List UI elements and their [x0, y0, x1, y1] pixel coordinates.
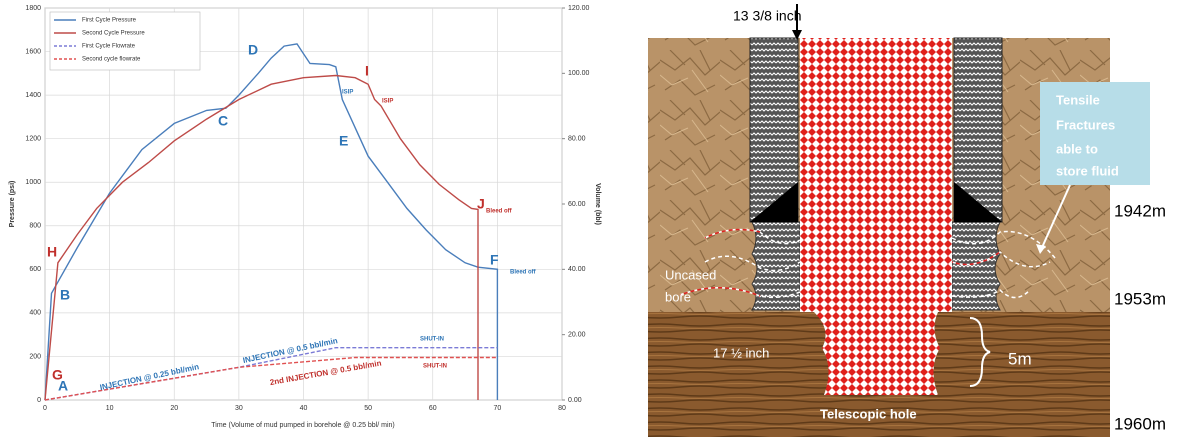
- legend-label: First Cycle Pressure: [82, 18, 137, 24]
- page: Time (Volume of mud pumped in borehole @…: [0, 0, 1184, 437]
- legend-label: Second cycle flowrate: [82, 57, 141, 63]
- x-tick-label: 0: [43, 405, 47, 412]
- y-tick-label: 1800: [25, 5, 41, 12]
- depth-label: 1942m: [1114, 201, 1166, 220]
- annotation: SHUT-IN: [423, 364, 447, 370]
- depth-label: 1953m: [1114, 289, 1166, 308]
- x-tick-label: 20: [170, 405, 178, 412]
- length-label: 5m: [1008, 349, 1032, 368]
- annotation: C: [218, 113, 228, 129]
- x-tick-label: 40: [300, 405, 308, 412]
- annotation: G: [52, 367, 63, 383]
- annotation: E: [339, 133, 348, 149]
- y-tick-label: 1400: [25, 92, 41, 99]
- callout-line: able to: [1056, 141, 1098, 156]
- hole-size: 17 ½ inch: [713, 345, 769, 360]
- annotation: SHUT-IN: [420, 337, 444, 343]
- annotation: ISIP: [382, 99, 393, 105]
- depth-label: 1960m: [1114, 414, 1166, 433]
- casing-size: 13 3/8 inch: [733, 8, 802, 24]
- y2-tick-label: 20.00: [568, 332, 586, 339]
- y-tick-label: 1200: [25, 136, 41, 143]
- annotation: F: [490, 252, 499, 268]
- callout-line: Fractures: [1056, 117, 1115, 132]
- y2-tick-label: 60.00: [568, 201, 586, 208]
- callout-line: store fluid: [1056, 163, 1119, 178]
- y-tick-label: 1600: [25, 48, 41, 55]
- y2-tick-label: 0.00: [568, 397, 582, 404]
- y-tick-label: 200: [29, 353, 41, 360]
- annotation: ISIP: [342, 90, 353, 96]
- annotation: J: [477, 196, 485, 212]
- annotation: Bleed off: [486, 209, 513, 215]
- x-axis-label: Time (Volume of mud pumped in borehole @…: [211, 422, 395, 429]
- x-tick-label: 10: [106, 405, 114, 412]
- y2-tick-label: 120.00: [568, 5, 590, 12]
- uncased-label: Uncased: [665, 267, 716, 282]
- annotation: D: [248, 42, 258, 58]
- x-tick-label: 70: [493, 405, 501, 412]
- y-tick-label: 0: [37, 397, 41, 404]
- y-axis-label: Pressure (psi): [9, 181, 16, 228]
- y2-tick-label: 80.00: [568, 136, 586, 143]
- x-tick-label: 30: [235, 405, 243, 412]
- y-tick-label: 1000: [25, 179, 41, 186]
- annotation: I: [365, 63, 369, 79]
- diagram: 13 3/8 inch Tensile Fractures able to st…: [648, 4, 1166, 437]
- hole-name: Telescopic hole: [820, 406, 917, 421]
- annotation: Bleed off: [510, 270, 537, 276]
- y2-tick-label: 40.00: [568, 266, 586, 273]
- y-tick-label: 400: [29, 310, 41, 317]
- x-tick-label: 60: [429, 405, 437, 412]
- legend-label: Second Cycle Pressure: [82, 31, 145, 37]
- y-tick-label: 600: [29, 266, 41, 273]
- y2-tick-label: 100.00: [568, 70, 590, 77]
- x-tick-label: 50: [364, 405, 372, 412]
- annotation: H: [47, 244, 57, 260]
- uncased-label: bore: [665, 289, 691, 304]
- y2-axis-label: Volume (bbl): [594, 183, 601, 225]
- legend-label: First Cycle Flowrate: [82, 44, 136, 50]
- annotation: B: [60, 287, 70, 303]
- x-tick-label: 80: [558, 405, 566, 412]
- y-tick-label: 800: [29, 223, 41, 230]
- callout-line: Tensile: [1056, 92, 1100, 107]
